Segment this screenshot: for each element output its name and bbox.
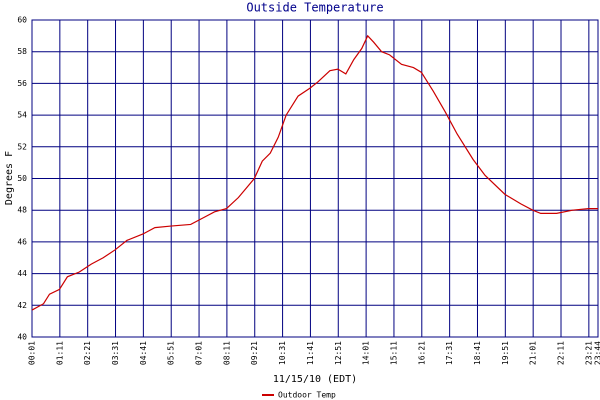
- x-tick-label: 00:01: [28, 341, 37, 365]
- x-tick-label: 01:11: [55, 341, 64, 365]
- chart-title: Outside Temperature: [246, 1, 383, 15]
- x-tick-label: 07:01: [195, 341, 204, 365]
- x-tick-label: 17:31: [445, 341, 454, 365]
- legend-label: Outdoor Temp: [278, 391, 336, 400]
- x-tick-label: 11:41: [306, 341, 315, 365]
- x-tick-label: 02:21: [83, 341, 92, 365]
- y-tick-label: 56: [17, 79, 27, 88]
- y-tick-label: 46: [17, 237, 27, 246]
- x-tick-label: 10:31: [278, 341, 287, 365]
- x-tick-label: 08:11: [222, 341, 231, 365]
- x-tick-label: 21:01: [529, 341, 538, 365]
- x-tick-label: 23:44: [594, 341, 600, 365]
- y-tick-label: 48: [17, 206, 27, 215]
- x-axis-title: 11/15/10 (EDT): [273, 374, 357, 385]
- y-tick-label: 60: [17, 16, 27, 25]
- x-tick-label: 18:41: [473, 341, 482, 365]
- y-axis-title: Degrees F: [4, 151, 15, 205]
- x-tick-label: 05:51: [167, 341, 176, 365]
- x-tick-label: 22:11: [557, 341, 566, 365]
- x-tick-label: 14:01: [362, 341, 371, 365]
- x-tick-label: 16:21: [417, 341, 426, 365]
- x-tick-label: 04:41: [139, 341, 148, 365]
- x-tick-label: 12:51: [334, 341, 343, 365]
- x-tick-label: 23:21: [584, 341, 593, 365]
- x-tick-label: 09:21: [250, 341, 259, 365]
- x-tick-label: 19:51: [501, 341, 510, 365]
- x-tick-label: 15:11: [389, 341, 398, 365]
- y-tick-label: 44: [17, 269, 27, 278]
- y-tick-label: 42: [17, 301, 27, 310]
- x-tick-label: 03:31: [111, 341, 120, 365]
- y-tick-label: 54: [17, 111, 27, 120]
- y-tick-label: 58: [17, 47, 27, 56]
- data-line: [31, 34, 598, 311]
- y-tick-label: 40: [17, 333, 27, 342]
- y-tick-label: 52: [17, 142, 27, 151]
- y-tick-label: 50: [17, 174, 27, 183]
